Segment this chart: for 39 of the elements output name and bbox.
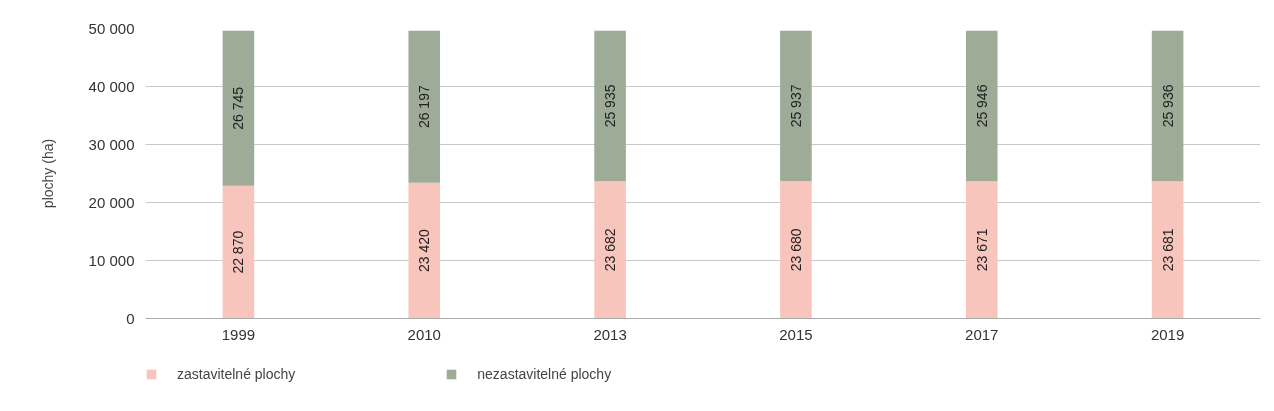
bar [408,30,441,183]
bar [594,181,626,319]
data-label: 23 681 [1159,228,1176,272]
x-tick-label: 1999 [221,325,256,343]
data-label: 23 680 [787,228,804,272]
bar [965,181,998,319]
bar [780,30,812,182]
data-label: 23 671 [973,228,990,272]
y-tick-label: 40 000 [88,78,135,95]
data-label: 26 197 [416,85,433,129]
bar [594,30,626,182]
bar [222,185,255,319]
y-tick-label: 50 000 [88,20,135,37]
data-label: 25 935 [602,84,619,128]
bar [965,30,998,182]
data-label: 22 870 [230,230,247,274]
bar [1151,30,1184,182]
data-label: 25 937 [787,84,804,128]
bar [222,30,255,186]
y-axis-title: plochy (ha) [39,138,56,209]
x-tick-label: 2010 [407,325,441,343]
y-tick-label: 20 000 [88,194,135,211]
legend-label: nezastavitelné plochy [477,366,612,382]
bar [408,182,441,319]
legend-label: zastavitelné plochy [177,366,296,382]
data-label: 23 682 [602,228,619,272]
bar [780,181,812,319]
data-label: 23 420 [416,228,433,272]
x-tick-label: 2015 [779,325,813,343]
bar [1151,181,1184,319]
data-label: 25 936 [1159,84,1176,128]
y-tick-label: 30 000 [88,136,135,153]
x-tick-label: 2013 [593,325,627,343]
data-label: 25 946 [973,84,990,128]
y-tick-label: 0 [126,310,135,327]
x-tick-label: 2019 [1150,325,1185,343]
x-tick-label: 2017 [965,325,999,343]
y-tick-label: 10 000 [88,252,135,269]
data-label: 26 745 [230,86,247,130]
